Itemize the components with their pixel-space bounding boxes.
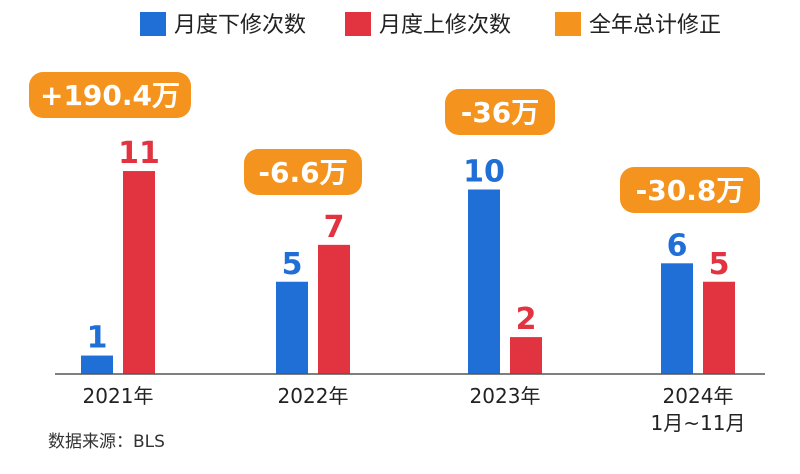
annual-revision-badge-0 bbox=[29, 72, 191, 118]
bars-layer: 1 5 10 6 11 7 2 5 bbox=[81, 136, 735, 374]
annual-revision-badge-3 bbox=[620, 167, 760, 213]
value-label-upward-0: 11 bbox=[118, 136, 160, 171]
bar-downward-0 bbox=[81, 355, 113, 374]
annual-revision-badge-2 bbox=[445, 89, 555, 135]
x-axis-ticks: 2021年 2022年 2023年 2024年 1月~11月 bbox=[83, 384, 746, 435]
value-label-downward-3: 6 bbox=[667, 228, 688, 263]
value-label-downward-1: 5 bbox=[282, 247, 303, 282]
value-label-upward-1: 7 bbox=[324, 210, 345, 245]
annotation-badges: +190.4万 -6.6万 -36万 -30.8万 bbox=[29, 72, 760, 213]
legend-label-annual-total: 全年总计修正 bbox=[589, 13, 721, 38]
annual-revision-label-0: +190.4万 bbox=[40, 79, 180, 112]
x-tick-label-2: 2023年 bbox=[470, 384, 541, 408]
annual-revision-label-2: -36万 bbox=[461, 96, 540, 129]
legend-swatch-downward bbox=[140, 12, 166, 36]
value-label-downward-2: 10 bbox=[463, 155, 505, 190]
annual-revision-badge-1 bbox=[244, 149, 362, 195]
bar-downward-2 bbox=[468, 189, 500, 374]
x-tick-sublabel-3: 1月~11月 bbox=[651, 411, 746, 435]
bar-upward-0 bbox=[123, 171, 155, 374]
annual-revision-label-1: -6.6万 bbox=[258, 156, 347, 189]
bar-upward-1 bbox=[318, 244, 350, 374]
value-label-downward-0: 1 bbox=[87, 321, 108, 356]
legend-swatch-annual-total bbox=[555, 12, 581, 36]
bar-upward-2 bbox=[510, 337, 542, 374]
legend-swatch-upward bbox=[345, 12, 371, 36]
x-tick-label-0: 2021年 bbox=[83, 384, 154, 408]
source-note: 数据来源：BLS bbox=[48, 432, 165, 452]
legend-label-upward: 月度上修次数 bbox=[379, 13, 511, 38]
value-label-upward-2: 2 bbox=[516, 302, 537, 337]
x-tick-label-3: 2024年 bbox=[663, 384, 734, 408]
legend: 月度下修次数 月度上修次数 全年总计修正 bbox=[140, 12, 721, 38]
bar-downward-3 bbox=[661, 263, 693, 374]
legend-label-downward: 月度下修次数 bbox=[174, 13, 306, 38]
value-label-upward-3: 5 bbox=[709, 247, 730, 282]
annual-revision-label-3: -30.8万 bbox=[636, 174, 745, 207]
x-tick-label-1: 2022年 bbox=[278, 384, 349, 408]
bar-upward-3 bbox=[703, 281, 735, 374]
bar-downward-1 bbox=[276, 281, 308, 374]
